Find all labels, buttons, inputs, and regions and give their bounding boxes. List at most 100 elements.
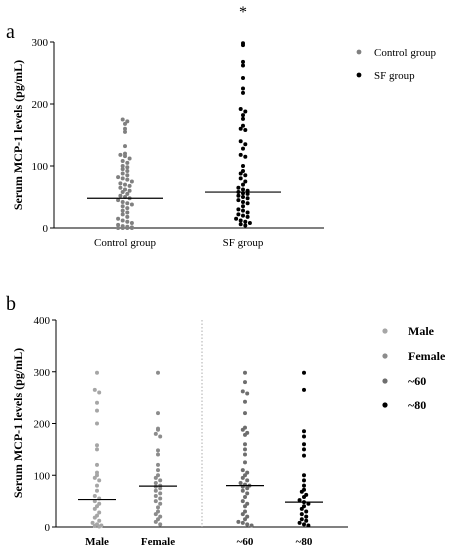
legend-swatch-control-group (356, 49, 362, 55)
data-point (241, 146, 245, 151)
data-point (125, 210, 130, 215)
data-point (120, 226, 125, 230)
data-point (240, 475, 245, 480)
data-point (243, 517, 247, 522)
data-point (123, 129, 127, 134)
data-point (153, 488, 158, 493)
data-point (95, 370, 99, 375)
data-point (236, 207, 241, 212)
data-point (129, 226, 134, 230)
data-point (243, 219, 248, 224)
data-point (243, 370, 247, 375)
data-point (240, 499, 245, 504)
data-point (249, 523, 254, 528)
legend-swatch-80 (382, 402, 388, 408)
data-point (158, 434, 163, 439)
panel-b-category-80: ~80 (296, 536, 313, 548)
panel-b-points (90, 370, 311, 529)
data-point (245, 522, 250, 527)
data-point (240, 468, 245, 473)
data-point (240, 512, 245, 517)
data-point (123, 121, 127, 126)
data-point (158, 478, 163, 483)
data-point (153, 512, 158, 517)
y-tick-label: 0 (45, 522, 51, 534)
data-point (92, 387, 97, 392)
legend-label-control-group: Control group (374, 47, 437, 59)
data-point (241, 195, 245, 199)
legend-label-60: ~60 (408, 374, 426, 388)
data-point (238, 222, 243, 227)
panel-a-points (116, 41, 252, 230)
data-point (240, 488, 245, 493)
data-point (299, 489, 304, 494)
y-tick-label: 100 (32, 161, 49, 173)
y-tick-label: 100 (34, 470, 51, 482)
data-point (125, 191, 130, 196)
data-point (158, 496, 163, 501)
data-point (245, 191, 250, 196)
y-tick-label: 300 (32, 37, 49, 49)
data-point (241, 113, 245, 118)
data-point (302, 522, 306, 527)
data-point (245, 210, 250, 215)
data-point (241, 90, 245, 95)
data-point (241, 86, 245, 91)
data-point (299, 506, 304, 511)
data-point (158, 491, 163, 496)
data-point (95, 462, 99, 467)
data-point (241, 187, 245, 192)
data-point (156, 462, 160, 467)
legend-label-male: Male (408, 324, 435, 338)
data-point (241, 43, 245, 48)
data-point (241, 213, 245, 218)
data-point (238, 171, 243, 176)
data-point (241, 116, 245, 121)
data-point (120, 117, 125, 122)
data-point (236, 185, 241, 190)
data-point (297, 520, 302, 525)
data-point (129, 179, 134, 184)
data-point (243, 223, 248, 228)
panel-a-y-axis-label: Serum MCP-1 levels (pg/mL) (11, 60, 25, 210)
data-point (97, 510, 102, 515)
data-point (238, 152, 243, 157)
panel-b-y-ticks: 0 100 200 300 400 (34, 315, 56, 534)
y-tick-label: 0 (43, 223, 49, 235)
data-point (95, 443, 99, 448)
data-point (302, 387, 306, 392)
data-point (158, 522, 163, 527)
data-point (125, 206, 130, 211)
data-point (243, 154, 248, 159)
legend-label-80: ~80 (408, 398, 426, 412)
data-point (120, 190, 125, 195)
data-point (241, 204, 245, 209)
data-point (306, 523, 311, 528)
data-point (118, 152, 123, 157)
data-point (156, 370, 160, 375)
data-point (120, 208, 125, 213)
data-point (236, 193, 241, 198)
data-point (120, 218, 125, 223)
data-point (123, 182, 127, 187)
data-point (238, 218, 243, 223)
data-point (240, 520, 245, 525)
panel-b-letter: b (6, 293, 16, 315)
panel-b-category-male: Male (85, 536, 109, 548)
data-point (302, 370, 306, 375)
data-point (127, 156, 132, 161)
panel-b-category-female: Female (141, 536, 175, 548)
data-point (243, 179, 248, 184)
data-point (125, 173, 130, 178)
data-point (120, 199, 125, 204)
legend-label-sf-group: SF group (374, 70, 415, 82)
legend-swatch-male (382, 328, 388, 334)
data-point (302, 434, 306, 439)
legend-swatch-sf-group (356, 72, 362, 78)
data-point (156, 411, 160, 416)
data-point (302, 494, 306, 499)
data-point (120, 167, 125, 172)
panel-b-y-axis-label: Serum MCP-1 levels (pg/mL) (11, 348, 25, 498)
y-tick-label: 400 (34, 315, 51, 327)
